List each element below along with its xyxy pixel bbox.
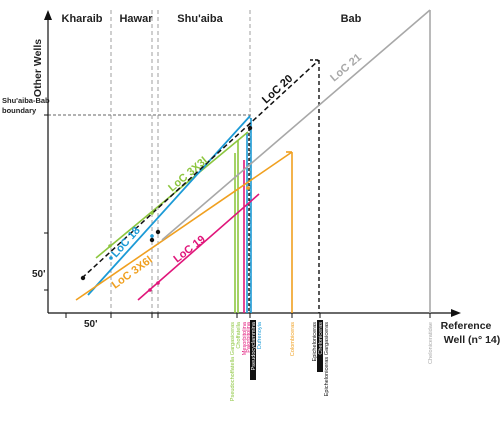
taxon-label: Cheloniceras	[318, 322, 324, 355]
loc-18-line	[87, 115, 251, 296]
x-ticks	[65, 313, 431, 318]
taxon-label: Colombiceras	[290, 322, 296, 356]
x-axis-title: Reference Well (n° 14)	[441, 320, 500, 346]
taxon-label: Epicheloniceras	[312, 322, 318, 362]
taxon-label: Cheloniceratidae	[428, 322, 434, 364]
loc-19-label: LoC 19	[171, 233, 207, 265]
taxon-label: Palorbitolina	[246, 321, 252, 353]
taxon-label: Choffatella	[236, 321, 242, 349]
taxon-label: Dufrenoyia	[257, 321, 263, 349]
taxon-label: Epicheloniceras Gargasiceras	[324, 322, 330, 397]
y-axis-arrow	[44, 10, 52, 20]
loc-20-line	[81, 59, 320, 279]
svg-text:Reference: Reference	[441, 320, 492, 332]
unit-name-bab: Bab	[341, 13, 362, 25]
svg-text:Well (n° 14): Well (n° 14)	[444, 334, 500, 346]
data-points	[80, 125, 253, 292]
loc-3x3l-label: LoC 3X3l	[166, 155, 210, 194]
loc-21-label: LoC 21	[328, 52, 364, 85]
taxon-label: Pseudocyclammina	[251, 321, 257, 370]
taxon-label: Pseudochoffatella Gargasiceras	[230, 322, 236, 401]
x-axis-arrow	[451, 309, 461, 317]
loc-3x6l-line	[75, 151, 293, 301]
taxon-label: Mesorbitolina	[242, 321, 248, 355]
taxon-highlight-box	[250, 320, 256, 380]
boundary-label: Shu'aiba-Bab boundary	[2, 96, 50, 115]
unit-name-kharaib: Kharaib	[62, 13, 103, 25]
unit-name-shuaiba: Shu'aiba	[177, 13, 223, 25]
y-scale-label: 50'	[32, 269, 46, 280]
unit-name-hawar: Hawar	[119, 13, 153, 25]
loc-20-label: LoC 20	[260, 73, 295, 106]
svg-text:Shu'aiba-Bab: Shu'aiba-Bab	[2, 96, 50, 105]
loc-21-line	[161, 9, 431, 241]
y-axis-title: Other Wells	[32, 39, 44, 97]
taxon-highlight-box	[317, 320, 323, 372]
x-scale-label: 50'	[84, 319, 98, 330]
svg-text:boundary: boundary	[2, 106, 37, 115]
